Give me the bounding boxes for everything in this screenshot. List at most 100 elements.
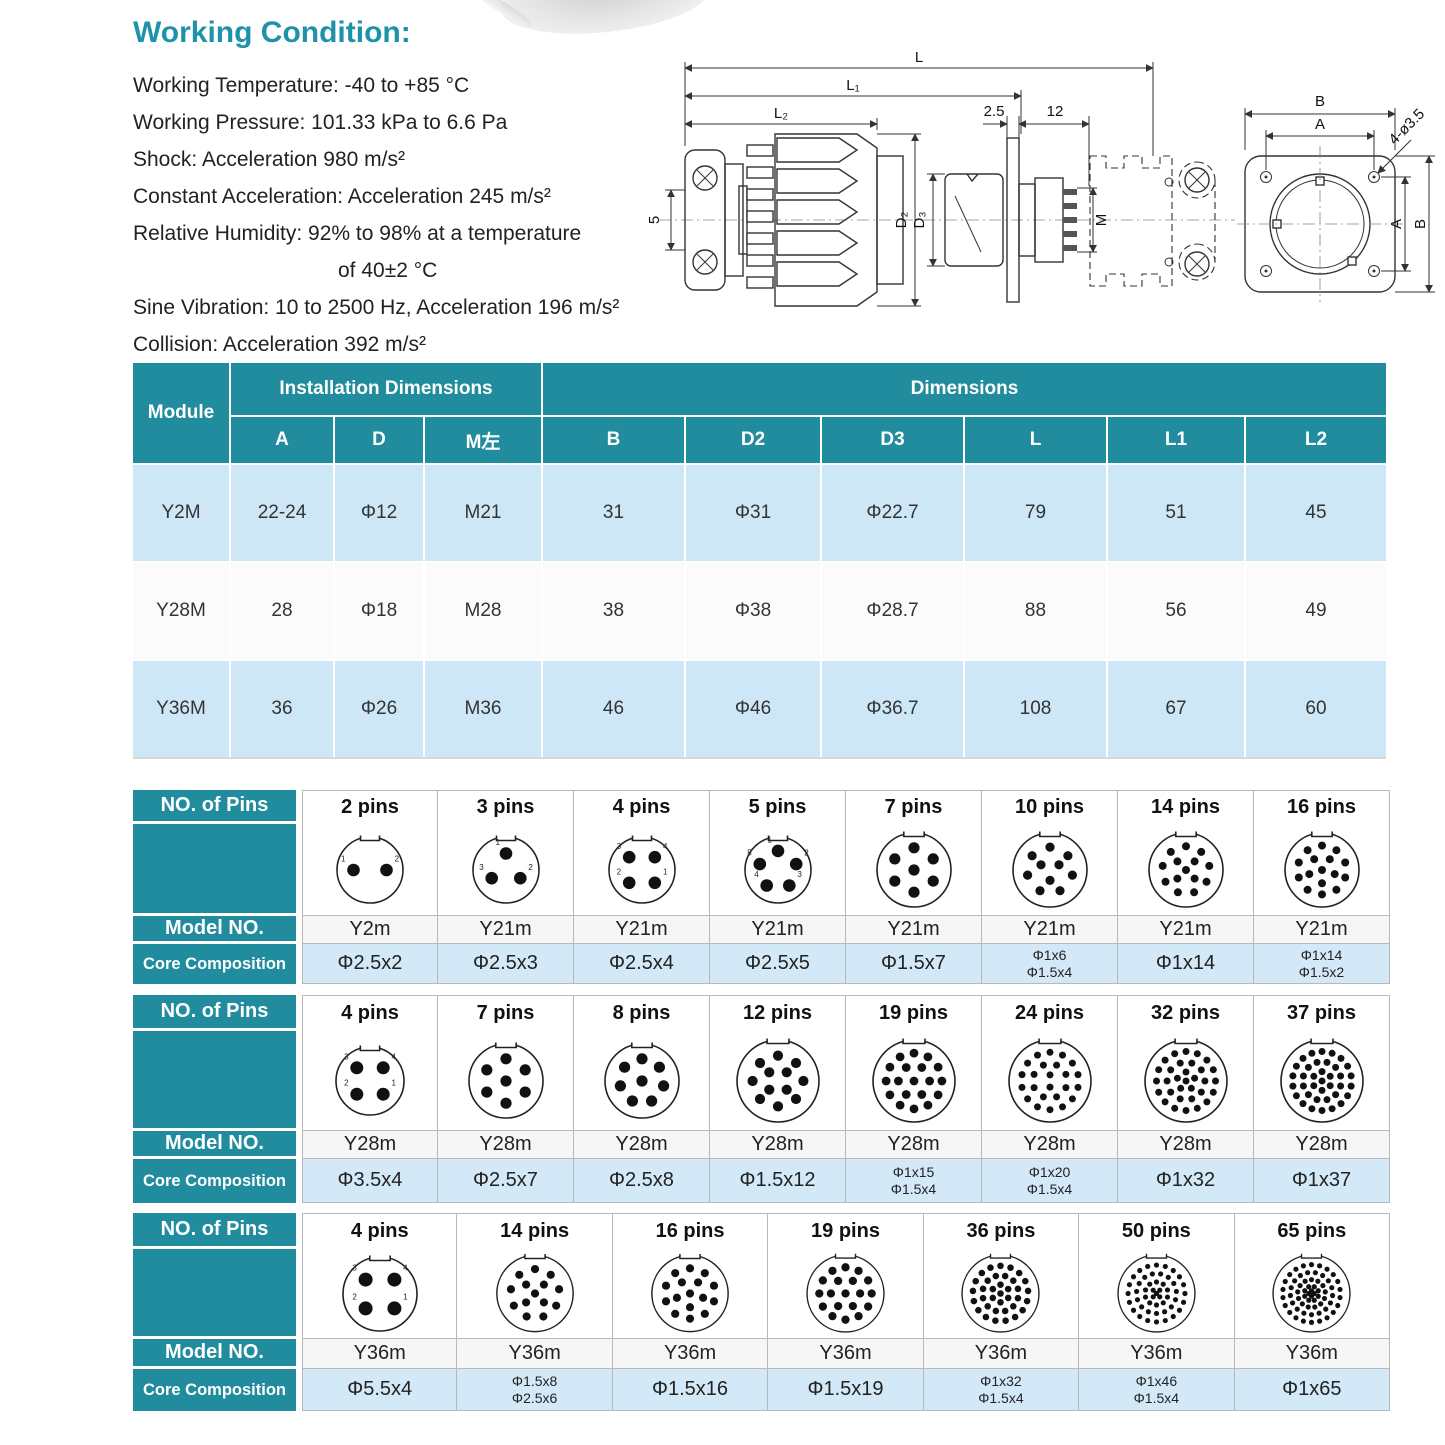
core-composition-value: Φ1.5x7 [846, 944, 982, 984]
connector-diagram [1254, 824, 1390, 916]
connector-diagram [982, 824, 1118, 916]
dimension-value: 38 [543, 563, 684, 659]
col-header-d2: D2 [686, 417, 820, 463]
core-composition-line: Φ2.5x6 [511, 1389, 558, 1406]
model-value: Y28m [302, 1131, 438, 1159]
model-value: Y21m [1118, 916, 1254, 944]
contact-pins [1063, 189, 1077, 251]
pins-row-label: NO. of Pins [133, 995, 302, 1031]
dimension-value: 46 [543, 661, 684, 757]
dimension-value: 108 [965, 661, 1106, 757]
condition-line: Collision: Acceleration 392 m/s² [133, 333, 426, 356]
core-composition-value: Φ1x32 [1118, 1159, 1254, 1203]
core-composition-value: Φ2.5x3 [438, 944, 574, 984]
svg-text:1: 1 [341, 854, 346, 863]
dimension-value: Φ38 [686, 563, 820, 659]
core-composition-value: Φ1.5x12 [710, 1159, 846, 1203]
core-composition-line: Φ1.5x2 [1298, 963, 1345, 980]
dim-A-top: A [1265, 116, 1375, 170]
core-composition-value: Φ5.5x4 [302, 1369, 458, 1411]
model-value: Y28m [438, 1131, 574, 1159]
connector-diagram [1118, 824, 1254, 916]
dim-2-5: 2.5 [983, 103, 1008, 138]
svg-text:L₂: L₂ [774, 105, 788, 122]
connector-diagram: 1 2 3 4 [574, 824, 710, 916]
pin-count-label: 10 pins [982, 790, 1118, 824]
svg-text:M: M [1093, 214, 1110, 227]
pin-count-label: 16 pins [1254, 790, 1390, 824]
connector-diagram [1118, 1031, 1254, 1131]
col-header-b: B [543, 417, 684, 463]
model-value: Y36m [1079, 1339, 1235, 1369]
core-composition-line: Φ1x14 [1300, 946, 1343, 963]
pin-count-label: 12 pins [710, 995, 846, 1031]
pin-count-label: 8 pins [574, 995, 710, 1031]
pin-count-label: 24 pins [982, 995, 1118, 1031]
core-composition-value: Φ2.5x8 [574, 1159, 710, 1203]
core-composition-value: Φ1x14 Φ1.5x2 [1254, 944, 1390, 984]
core-composition-value: Φ1.5x16 [612, 1369, 769, 1411]
svg-text:D₂: D₂ [893, 211, 910, 228]
dim-12: 12 [1018, 103, 1090, 186]
page-title: Working Condition: [133, 16, 411, 49]
dim-B-top: B [1244, 93, 1396, 150]
svg-text:B: B [1315, 93, 1325, 110]
connector-diagram [457, 1249, 613, 1339]
model-value: Y21m [846, 916, 982, 944]
svg-text:2: 2 [616, 867, 621, 876]
terminal-pins [746, 144, 774, 289]
model-value: Y28m [982, 1131, 1118, 1159]
svg-text:5: 5 [646, 216, 663, 224]
svg-text:1: 1 [391, 1078, 396, 1087]
svg-text:4: 4 [391, 1052, 396, 1061]
core-composition-value: Φ1x65 [1234, 1369, 1390, 1411]
dimensions-table: Module Installation Dimensions Dimensions A… [133, 363, 1386, 759]
pins-row-label-spacer [133, 1031, 302, 1131]
dim-5: 5 [646, 189, 685, 251]
pin-count-label: 4 pins [574, 790, 710, 824]
model-value: Y28m [1254, 1131, 1390, 1159]
pin-count-label: 7 pins [846, 790, 982, 824]
dimension-value: 79 [965, 465, 1106, 561]
core-composition-value: Φ1.5x19 [768, 1369, 924, 1411]
core-composition-value: Φ1x46 Φ1.5x4 [1079, 1369, 1235, 1411]
pins-row-label-spacer [133, 824, 302, 916]
condition-line: Working Pressure: 101.33 kPa to 6.6 Pa [133, 111, 508, 134]
pin-count-label: 7 pins [438, 995, 574, 1031]
pin-count-label: 37 pins [1254, 995, 1390, 1031]
panel-cutout-dashed [1089, 155, 1216, 287]
model-value: Y21m [982, 916, 1118, 944]
condition-line: Constant Acceleration: Acceleration 245 … [133, 185, 551, 208]
pins-row-label: NO. of Pins [133, 790, 302, 824]
group-header-installation: Installation Dimensions [231, 363, 541, 415]
pin-count-label: 3 pins [438, 790, 574, 824]
svg-text:3: 3 [616, 841, 621, 850]
col-header-l2: L2 [1246, 417, 1386, 463]
condition-line: Shock: Acceleration 980 m/s² [133, 148, 405, 171]
col-header-d3: D3 [822, 417, 963, 463]
col-header-a: A [231, 417, 333, 463]
dimension-value: M28 [425, 563, 541, 659]
dimension-value: 60 [1246, 661, 1386, 757]
svg-text:B: B [1412, 219, 1429, 229]
svg-text:D₃: D₃ [911, 212, 928, 229]
pin-count-label: 19 pins [846, 995, 982, 1031]
dimension-value: Φ22.7 [822, 465, 963, 561]
core-composition-value: Φ1x32 Φ1.5x4 [923, 1369, 1080, 1411]
connector-diagram [1254, 1031, 1390, 1131]
core-composition-line: Φ1x46 [1135, 1372, 1178, 1389]
core-composition-line: Φ1.5x4 [890, 1180, 937, 1197]
model-value: Y21m [438, 916, 574, 944]
svg-text:3: 3 [797, 870, 802, 879]
callout-mounting-holes: 4-ø3.5 [1377, 105, 1428, 174]
model-row-label: Model NO. [133, 1131, 302, 1159]
dimension-value: Φ18 [335, 563, 423, 659]
dim-A-side: A [1381, 176, 1411, 272]
pin-count-label: 32 pins [1118, 995, 1254, 1031]
condition-line: Relative Humidity: 92% to 98% at a tempe… [133, 222, 582, 245]
svg-text:4: 4 [662, 841, 667, 850]
connector-diagram [923, 1249, 1080, 1339]
dimension-value: Φ36.7 [822, 661, 963, 757]
connector-diagram: 1 2 3 4 [302, 1249, 458, 1339]
core-composition-line: Φ1.5x8 [511, 1372, 558, 1389]
